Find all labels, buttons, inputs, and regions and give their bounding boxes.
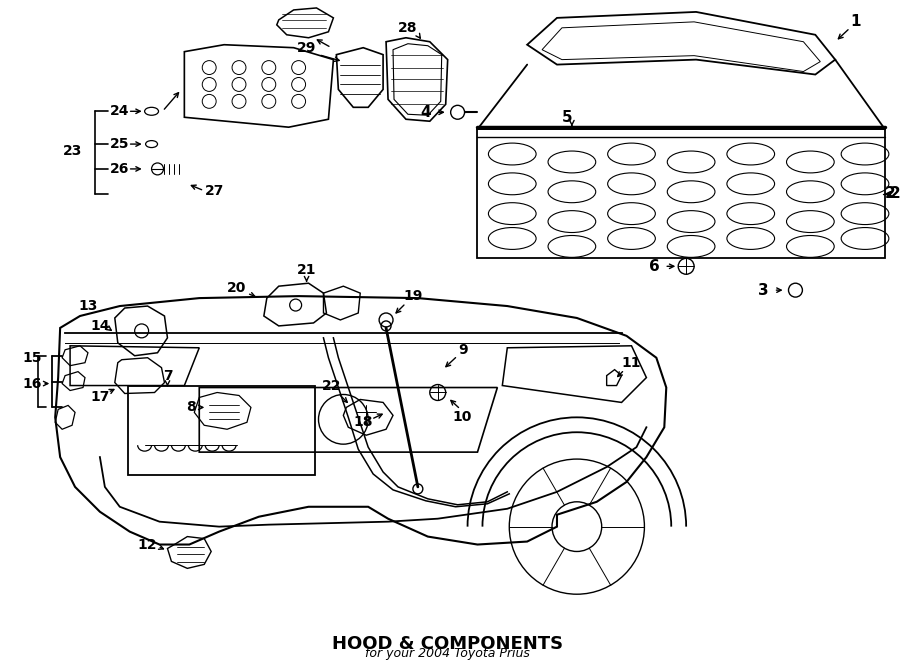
Text: 14: 14 [90, 319, 110, 333]
Text: 17: 17 [90, 391, 110, 405]
Text: 25: 25 [110, 137, 130, 151]
Text: 11: 11 [622, 356, 642, 369]
Text: 28: 28 [398, 21, 418, 35]
Text: 22: 22 [321, 379, 341, 393]
Text: 8: 8 [186, 401, 196, 414]
Text: 16: 16 [22, 377, 42, 391]
Text: 6: 6 [649, 259, 660, 274]
Text: 7: 7 [163, 369, 172, 383]
Text: 19: 19 [403, 289, 423, 303]
Text: 3: 3 [759, 283, 769, 297]
Text: 4: 4 [420, 105, 431, 120]
Text: 10: 10 [453, 410, 472, 424]
Text: 23: 23 [62, 144, 82, 158]
Text: 9: 9 [458, 343, 467, 357]
Text: for your 2004 Toyota Prius: for your 2004 Toyota Prius [365, 647, 530, 660]
Text: 21: 21 [297, 263, 316, 277]
Text: 18: 18 [354, 415, 373, 429]
Text: HOOD & COMPONENTS: HOOD & COMPONENTS [332, 635, 563, 653]
Text: 13: 13 [78, 299, 98, 313]
Text: 2: 2 [890, 186, 900, 201]
Text: 26: 26 [110, 162, 130, 176]
Text: 27: 27 [204, 184, 224, 198]
Text: 12: 12 [138, 537, 157, 551]
Text: 2: 2 [885, 186, 895, 201]
Text: 20: 20 [228, 281, 247, 295]
Text: 24: 24 [110, 104, 130, 118]
Text: 1: 1 [850, 15, 860, 29]
Text: 5: 5 [562, 110, 572, 125]
Text: 15: 15 [22, 351, 42, 365]
Text: 29: 29 [297, 41, 316, 55]
